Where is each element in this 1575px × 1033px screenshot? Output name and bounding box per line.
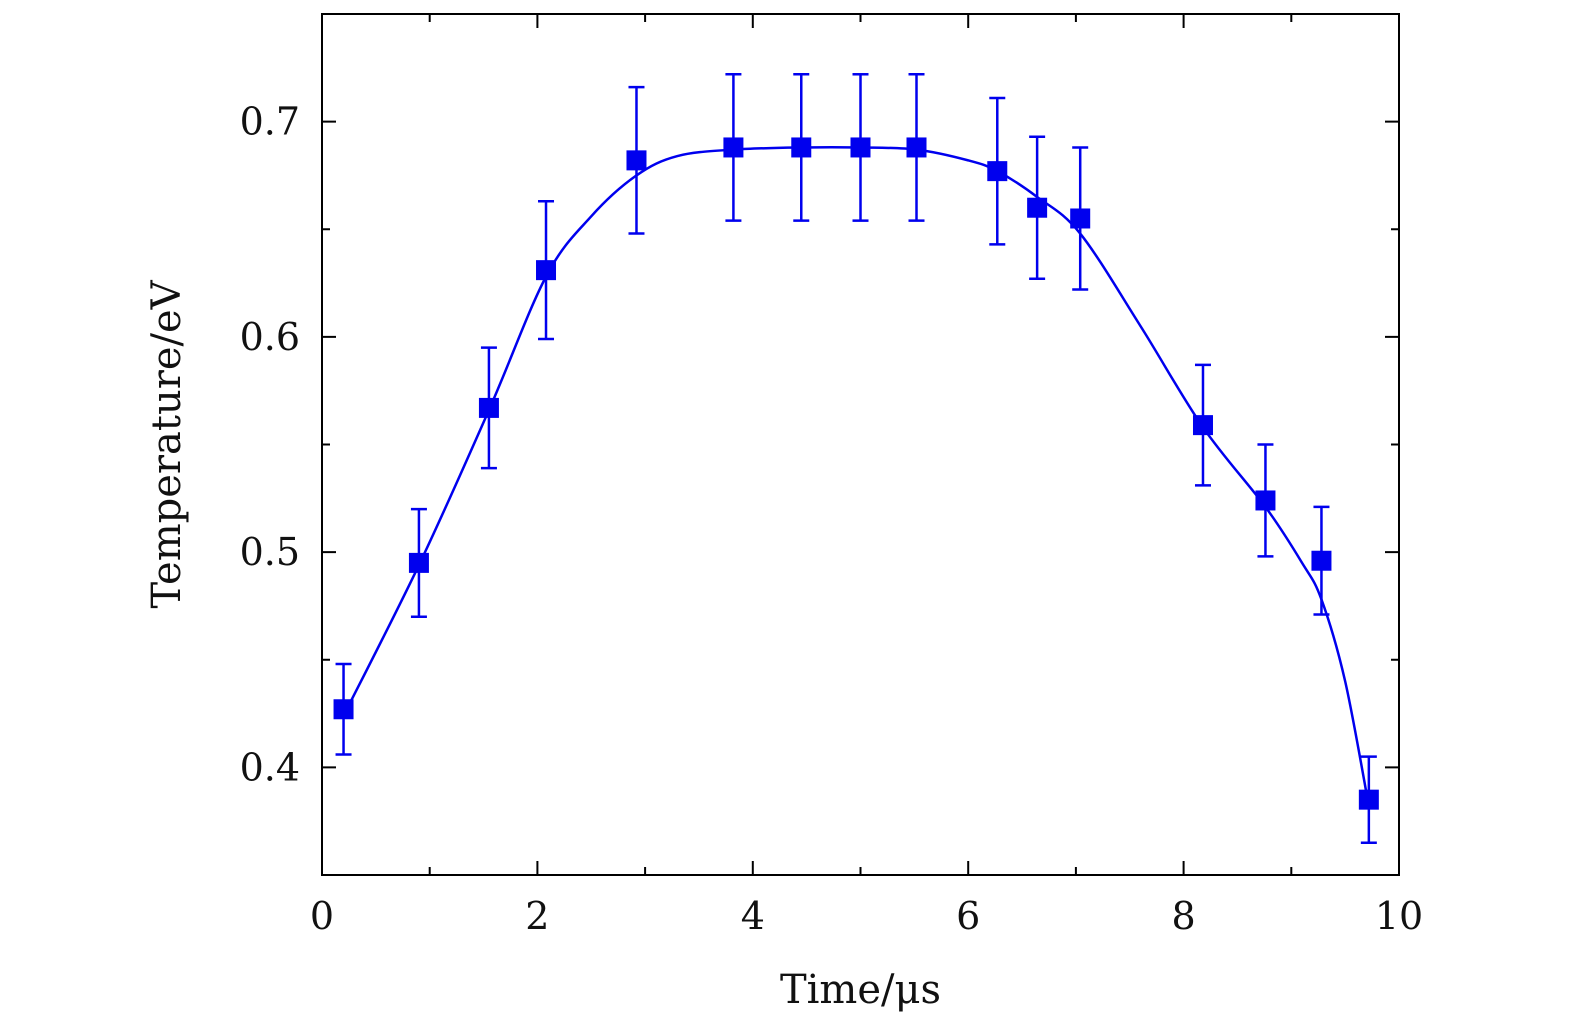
x-tick-label: 4 (741, 894, 765, 938)
x-axis-title: Time/μs (780, 967, 941, 1013)
y-tick-label: 0.5 (240, 530, 300, 574)
data-point-square (987, 161, 1008, 182)
data-point-square (850, 137, 871, 158)
data-point-square (906, 137, 927, 158)
data-point-square (626, 150, 647, 171)
data-point-square (478, 397, 499, 418)
y-tick-label: 0.7 (240, 100, 300, 144)
data-point-square (333, 699, 354, 720)
fit-curve-line (342, 145, 1371, 807)
data-point-square (723, 137, 744, 158)
data-point-square (1192, 415, 1213, 436)
data-point-square (536, 260, 557, 281)
data-point-square (791, 137, 812, 158)
x-tick-label: 10 (1375, 894, 1423, 938)
data-point-square (408, 552, 429, 573)
x-tick-label: 2 (525, 894, 549, 938)
data-point-square (1027, 197, 1048, 218)
plot-area (333, 73, 1379, 844)
x-tick-label: 0 (310, 894, 334, 938)
y-axis-title: Temperature/eV (144, 279, 190, 608)
axes: 0 2 4 6 8 10 0.4 0.5 0.6 0.7 (240, 14, 1423, 938)
x-tick-label: 6 (956, 894, 980, 938)
data-point-square (1358, 789, 1379, 810)
data-point-square (1311, 550, 1332, 571)
y-tick-label: 0.4 (240, 745, 300, 789)
data-point-square (1070, 208, 1091, 229)
y-tick-label: 0.6 (240, 315, 300, 359)
data-point-square (1255, 490, 1276, 511)
x-tick-label: 8 (1172, 894, 1196, 938)
